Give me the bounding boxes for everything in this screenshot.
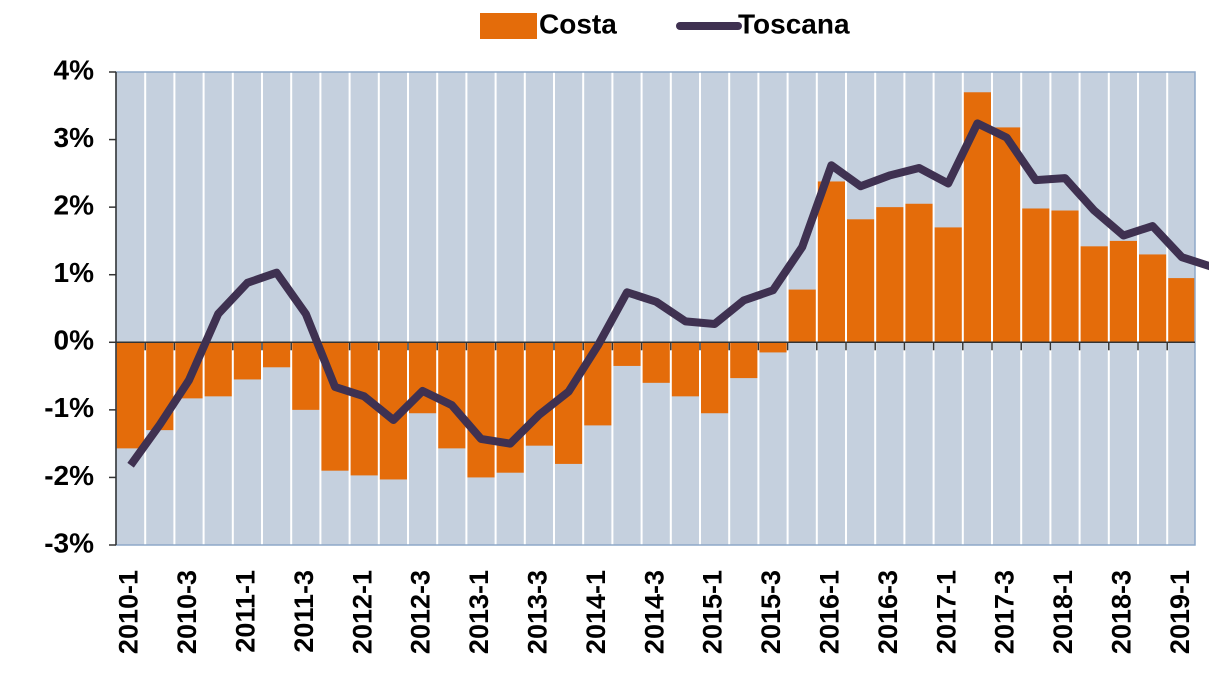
bar xyxy=(145,342,175,431)
y-tick-label: -2% xyxy=(44,460,94,491)
bar xyxy=(846,219,876,343)
x-tick-label: 2016-1 xyxy=(815,570,845,654)
x-tick-label: 2012-1 xyxy=(347,570,377,654)
y-tick-label: 1% xyxy=(54,257,95,288)
bar xyxy=(933,227,963,343)
x-tick-label: 2011-1 xyxy=(231,570,261,653)
bar xyxy=(466,342,496,478)
bar xyxy=(1050,210,1080,343)
x-tick-label: 2017-1 xyxy=(931,570,961,654)
x-tick-label: 2013-3 xyxy=(523,570,553,654)
legend-label: Toscana xyxy=(738,8,850,39)
x-tick-label: 2015-1 xyxy=(698,570,728,654)
bar xyxy=(1021,208,1051,343)
x-tick-label: 2013-1 xyxy=(464,570,494,654)
bar xyxy=(992,127,1022,343)
bar xyxy=(232,342,262,380)
x-tick-label: 2011-3 xyxy=(289,570,319,653)
bar xyxy=(262,342,292,368)
y-tick-label: 2% xyxy=(54,190,95,221)
x-tick-label: 2017-3 xyxy=(990,570,1020,654)
y-tick-label: 3% xyxy=(54,122,95,153)
bar xyxy=(1196,288,1209,342)
bar xyxy=(758,342,788,353)
x-tick-label: 2019-1 xyxy=(1165,570,1195,654)
bar xyxy=(291,342,321,410)
bar xyxy=(729,342,759,379)
line xyxy=(127,119,1209,468)
bar xyxy=(875,207,905,343)
bar xyxy=(203,342,233,397)
y-tick-label: 0% xyxy=(54,325,95,356)
bar xyxy=(116,342,146,449)
bar xyxy=(1108,240,1138,343)
x-tick-label: 2018-3 xyxy=(1107,570,1137,654)
bar xyxy=(437,342,467,449)
bar xyxy=(816,181,846,343)
x-tick-label: 2014-3 xyxy=(639,570,669,654)
x-tick-label: 2018-1 xyxy=(1048,570,1078,654)
bar xyxy=(904,203,934,343)
bar xyxy=(1079,246,1109,343)
y-tick-label: -1% xyxy=(44,392,94,423)
legend-label: Costa xyxy=(539,8,617,39)
x-tick-label: 2014-1 xyxy=(581,570,611,654)
bar xyxy=(1167,278,1195,343)
y-tick-label: -3% xyxy=(44,527,94,558)
y-tick-label: 4% xyxy=(54,54,95,85)
x-tick-label: 2015-3 xyxy=(756,570,786,654)
bar xyxy=(495,342,525,473)
bar xyxy=(787,289,817,343)
bar xyxy=(641,342,671,383)
x-tick-label: 2016-3 xyxy=(873,570,903,654)
bar xyxy=(612,342,642,366)
x-tick-label: 2010-3 xyxy=(172,570,202,654)
bar xyxy=(670,342,700,397)
x-tick-label: 2010-1 xyxy=(114,570,144,654)
bar xyxy=(1138,254,1168,343)
legend-swatch xyxy=(480,13,537,39)
x-tick-label: 2012-3 xyxy=(406,570,436,654)
bar xyxy=(700,342,730,414)
bar xyxy=(962,92,992,343)
plot-group xyxy=(116,72,1209,545)
